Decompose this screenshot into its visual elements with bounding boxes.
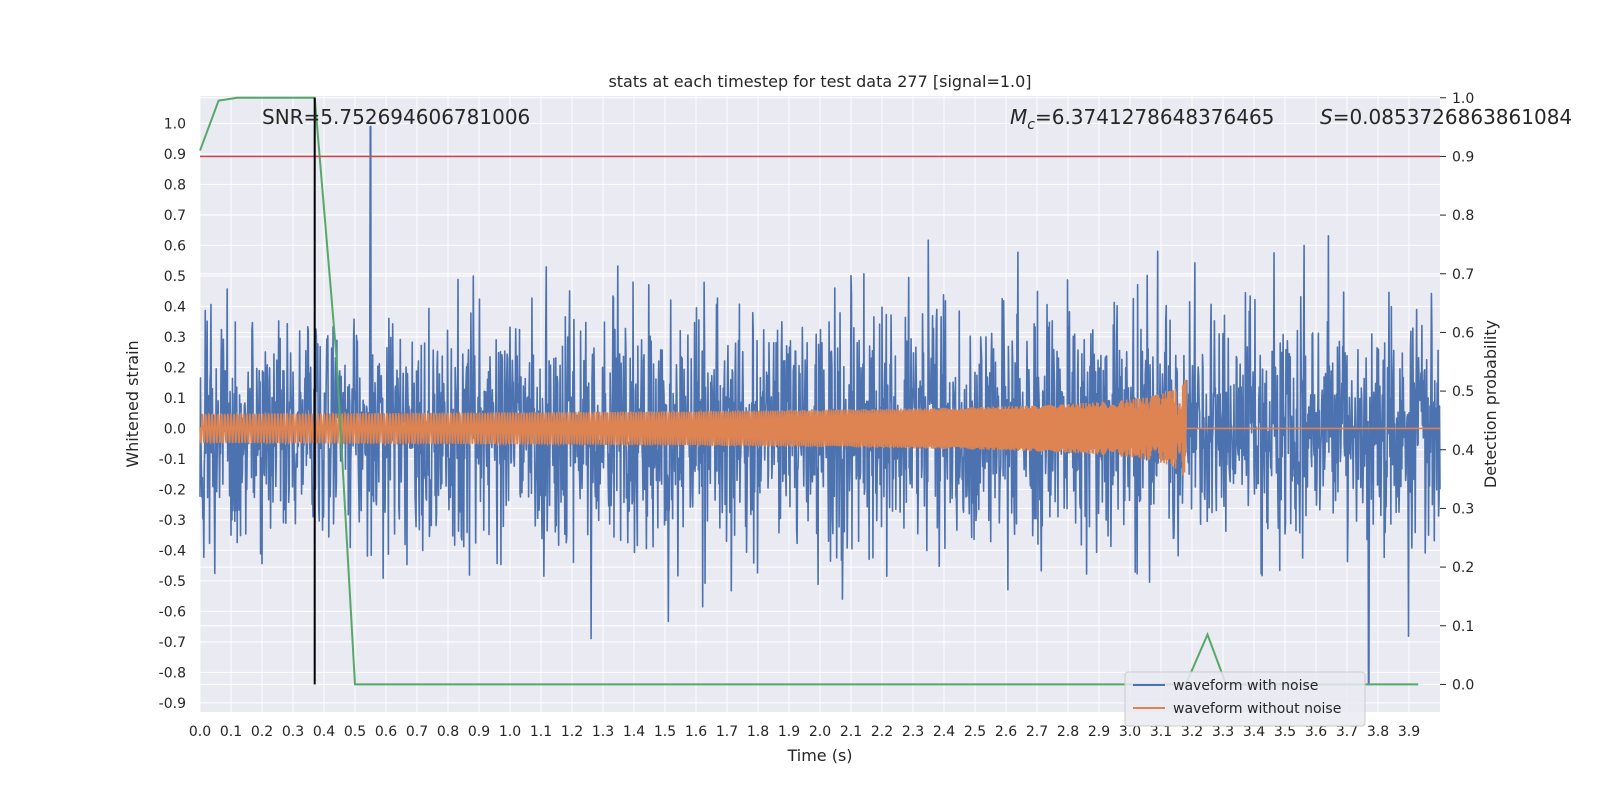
x-tick-label: 3.6 [1305, 724, 1327, 740]
left-y-tick-label: 0.6 [164, 238, 186, 254]
left-y-tick-label: 0.2 [164, 360, 186, 376]
right-y-axis-label: Detection probability [1481, 320, 1500, 488]
s-annotation: S=0.0853726863861084 [1320, 105, 1572, 129]
x-tick-label: 0.3 [282, 724, 304, 740]
left-y-tick-label: -0.9 [159, 696, 186, 712]
right-y-tick-label: 0.8 [1452, 208, 1474, 224]
left-y-tick-label: 0.4 [164, 299, 186, 315]
snr-annotation: SNR=5.752694606781006 [262, 105, 530, 129]
x-axis-label: Time (s) [786, 746, 852, 765]
x-tick-label: 2.5 [964, 724, 986, 740]
x-tick-label: 1.0 [499, 724, 521, 740]
right-y-tick-label: 0.2 [1452, 560, 1474, 576]
left-y-tick-label: -0.7 [159, 635, 186, 651]
right-y-tick-label: 0.3 [1452, 501, 1474, 517]
series-detection-probability [199, 96, 1419, 686]
x-tick-label: 2.1 [840, 724, 862, 740]
x-tick-label: 0.6 [375, 724, 397, 740]
right-y-tick-label: 0.1 [1452, 619, 1474, 635]
x-tick-label: 0.0 [189, 724, 211, 740]
right-y-tick-label: 1.0 [1452, 91, 1474, 107]
x-tick-label: 2.2 [871, 724, 893, 740]
x-tick-label: 0.8 [437, 724, 459, 740]
x-tick-label: 2.4 [933, 724, 955, 740]
left-y-tick-label: 0.9 [164, 147, 186, 163]
left-y-tick-label: -0.2 [159, 482, 186, 498]
left-y-tick-label: -0.8 [159, 665, 186, 681]
x-tick-label: 1.3 [592, 724, 614, 740]
left-y-tick-label: -0.3 [159, 513, 186, 529]
left-y-tick-label: -0.4 [159, 543, 186, 559]
right-y-axis-ticks: 0.0 0.1 0.2 0.3 0.4 0.5 0.6 0.7 0.8 0.9 1.0 [1440, 91, 1474, 693]
left-y-tick-label: -0.1 [159, 452, 186, 468]
chart-title: stats at each timestep for test data 277… [608, 72, 1031, 91]
x-tick-label: 3.0 [1119, 724, 1141, 740]
x-tick-label: 2.9 [1088, 724, 1110, 740]
x-tick-label: 1.2 [561, 724, 583, 740]
x-tick-label: 3.3 [1212, 724, 1234, 740]
x-tick-label: 0.4 [313, 724, 335, 740]
series-waveform-without-noise [199, 379, 1440, 476]
legend-label-clean: waveform without noise [1173, 701, 1341, 717]
x-tick-label: 2.7 [1026, 724, 1048, 740]
x-tick-label: 0.2 [251, 724, 273, 740]
left-y-tick-label: -0.6 [159, 604, 186, 620]
mc-annotation: Mc=6.3741278648376465 [1010, 105, 1274, 133]
x-axis-ticks: 0.0 0.1 0.2 0.3 0.4 0.5 0.6 0.7 0.8 0.9 1.0 1.1 1.2 1… [189, 724, 1420, 740]
right-y-tick-label: 0.0 [1452, 677, 1474, 693]
legend-label-noise: waveform with noise [1173, 678, 1318, 694]
mc-symbol: M [1010, 105, 1027, 129]
x-tick-label: 3.5 [1274, 724, 1296, 740]
waveform-without-noise-line [199, 379, 1440, 476]
x-tick-label: 3.8 [1367, 724, 1389, 740]
x-tick-label: 3.1 [1150, 724, 1172, 740]
x-tick-label: 1.5 [654, 724, 676, 740]
left-y-tick-label: 1.0 [164, 116, 186, 132]
x-tick-label: 2.6 [995, 724, 1017, 740]
left-y-axis-ticks: -0.9 -0.8 -0.7 -0.6 -0.5 -0.4 -0.3 -0.2 -0.1 0.0 0… [159, 116, 186, 711]
mc-subscript: c [1027, 117, 1035, 133]
x-tick-label: 0.5 [344, 724, 366, 740]
x-tick-label: 3.9 [1398, 724, 1420, 740]
x-tick-label: 1.6 [685, 724, 707, 740]
left-y-tick-label: 0.3 [164, 330, 186, 346]
legend: waveform with noise waveform without noi… [1124, 671, 1366, 727]
x-tick-label: 1.1 [530, 724, 552, 740]
legend-box [1124, 671, 1366, 727]
x-tick-label: 1.8 [747, 724, 769, 740]
mc-value: =6.3741278648376465 [1035, 105, 1274, 129]
x-tick-label: 3.7 [1336, 724, 1358, 740]
x-tick-label: 3.2 [1181, 724, 1203, 740]
left-y-tick-label: 0.8 [164, 177, 186, 193]
x-tick-label: 1.9 [778, 724, 800, 740]
detection-probability-line [199, 96, 1419, 686]
x-tick-label: 0.7 [406, 724, 428, 740]
x-tick-label: 0.1 [220, 724, 242, 740]
x-tick-label: 2.0 [809, 724, 831, 740]
left-y-tick-label: 0.0 [164, 421, 186, 437]
x-tick-label: 3.4 [1243, 724, 1265, 740]
right-y-tick-label: 0.5 [1452, 384, 1474, 400]
right-y-tick-label: 0.7 [1452, 267, 1474, 283]
x-tick-label: 1.7 [716, 724, 738, 740]
x-tick-label: 1.4 [623, 724, 645, 740]
right-y-tick-label: 0.9 [1452, 149, 1474, 165]
s-symbol: S [1320, 105, 1333, 129]
x-tick-label: 2.8 [1057, 724, 1079, 740]
x-tick-label: 2.3 [902, 724, 924, 740]
s-value: =0.0853726863861084 [1333, 105, 1572, 129]
right-y-tick-label: 0.4 [1452, 443, 1474, 459]
left-y-tick-label: 0.7 [164, 208, 186, 224]
left-y-axis-label: Whitened strain [123, 340, 142, 467]
right-y-tick-label: 0.6 [1452, 325, 1474, 341]
left-y-tick-label: -0.5 [159, 574, 186, 590]
left-y-tick-label: 0.1 [164, 391, 186, 407]
left-y-tick-label: 0.5 [164, 269, 186, 285]
x-tick-label: 0.9 [468, 724, 490, 740]
